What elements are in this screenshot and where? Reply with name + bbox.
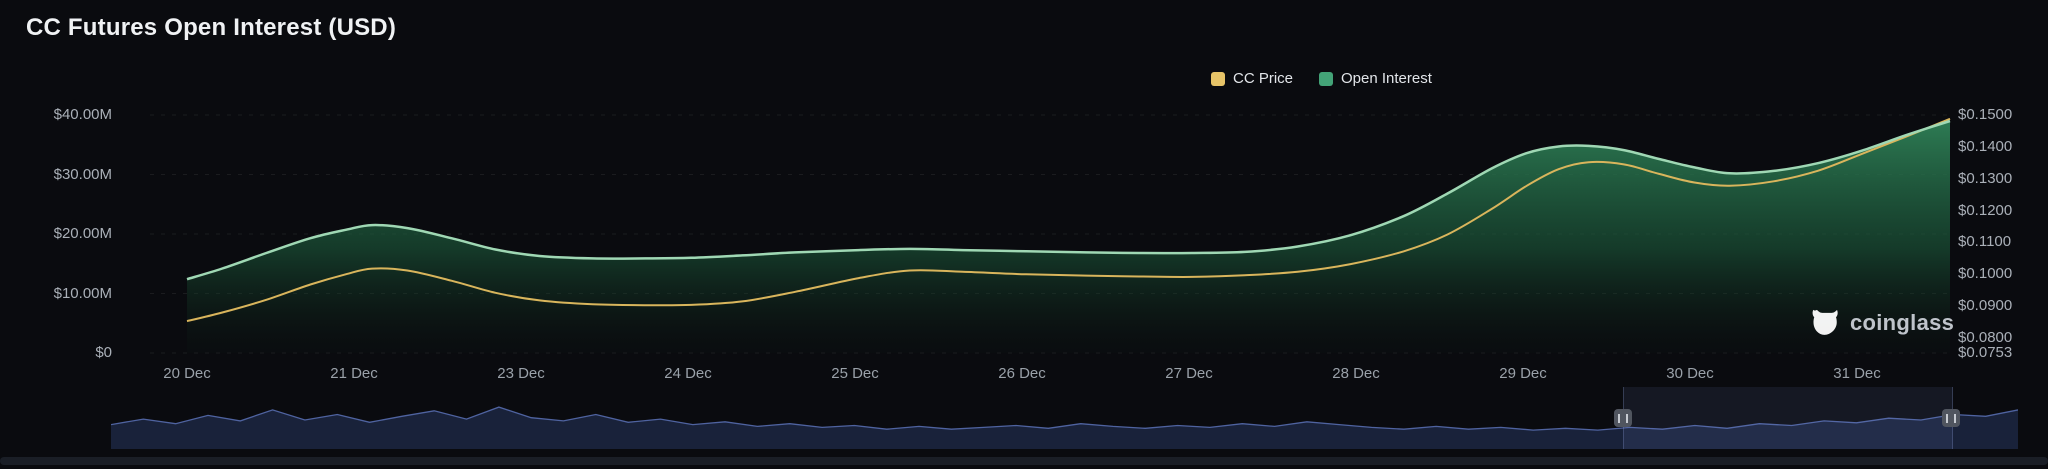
right-axis: $0.1500 $0.1400 $0.1300 $0.1200 $0.1100 $0.10… — [1958, 0, 2048, 380]
x-axis-label: 27 Dec — [1165, 365, 1213, 382]
left-axis-tick: $10.00M — [53, 284, 112, 302]
x-axis-label: 30 Dec — [1666, 365, 1714, 382]
x-axis-label: 20 Dec — [163, 365, 211, 382]
right-axis-tick: $0.0753 — [1958, 344, 2013, 361]
chart-legend: CC Price Open Interest — [1211, 70, 1432, 87]
coinglass-watermark: coinglass — [1812, 308, 1954, 338]
x-axis: 20 Dec 21 Dec 23 Dec 24 Dec 25 Dec 26 Dec 27 D… — [0, 365, 2048, 387]
x-axis-label: 25 Dec — [831, 365, 879, 382]
right-axis-tick: $0.1000 — [1958, 265, 2013, 283]
horizontal-scrollbar-thumb[interactable] — [0, 457, 2048, 465]
open-interest-swatch-icon — [1319, 71, 1334, 86]
x-axis-label: 31 Dec — [1833, 365, 1881, 382]
left-axis-tick: $0 — [95, 344, 112, 361]
right-axis-tick: $0.1400 — [1958, 137, 2013, 155]
legend-label-cc-price: CC Price — [1233, 70, 1294, 87]
right-axis-tick: $0.0900 — [1958, 297, 2013, 315]
drag-grip-icon — [1618, 413, 1629, 423]
left-axis: $40.00M $30.00M $20.00M $10.00M $0 — [0, 0, 112, 380]
right-axis-tick: $0.1500 — [1958, 106, 2013, 123]
x-axis-label: 28 Dec — [1332, 365, 1380, 382]
right-axis-tick: $0.1300 — [1958, 169, 2013, 187]
right-axis-tick: $0.0800 — [1958, 329, 2013, 347]
x-axis-label: 29 Dec — [1499, 365, 1547, 382]
chart-title: CC Futures Open Interest (USD) — [26, 14, 397, 41]
navigator-selection[interactable] — [1623, 387, 1954, 449]
main-chart-plot[interactable] — [0, 0, 2048, 380]
coinglass-logo-icon — [1812, 309, 1838, 335]
right-axis-tick: $0.1200 — [1958, 201, 2013, 219]
navigator-mini-chart[interactable] — [111, 387, 2018, 449]
navigator-right-handle[interactable] — [1942, 409, 1961, 427]
legend-item-open-interest[interactable]: Open Interest — [1319, 70, 1432, 87]
x-axis-label: 21 Dec — [330, 365, 378, 382]
navigator-left-handle[interactable] — [1614, 409, 1633, 427]
left-axis-tick: $40.00M — [53, 106, 112, 123]
coinglass-watermark-label: coinglass — [1850, 310, 1955, 335]
drag-grip-icon — [1946, 413, 1957, 423]
legend-item-cc-price[interactable]: CC Price — [1211, 70, 1293, 87]
x-axis-label: 26 Dec — [998, 365, 1046, 382]
legend-label-open-interest: Open Interest — [1341, 70, 1432, 87]
right-axis-tick: $0.1100 — [1958, 233, 2012, 251]
left-axis-tick: $30.00M — [53, 165, 112, 183]
x-axis-label: 24 Dec — [664, 365, 712, 382]
range-navigator[interactable] — [111, 387, 2018, 449]
cc-price-swatch-icon — [1211, 71, 1225, 86]
left-axis-tick: $20.00M — [53, 225, 112, 242]
x-axis-label: 23 Dec — [497, 365, 545, 382]
